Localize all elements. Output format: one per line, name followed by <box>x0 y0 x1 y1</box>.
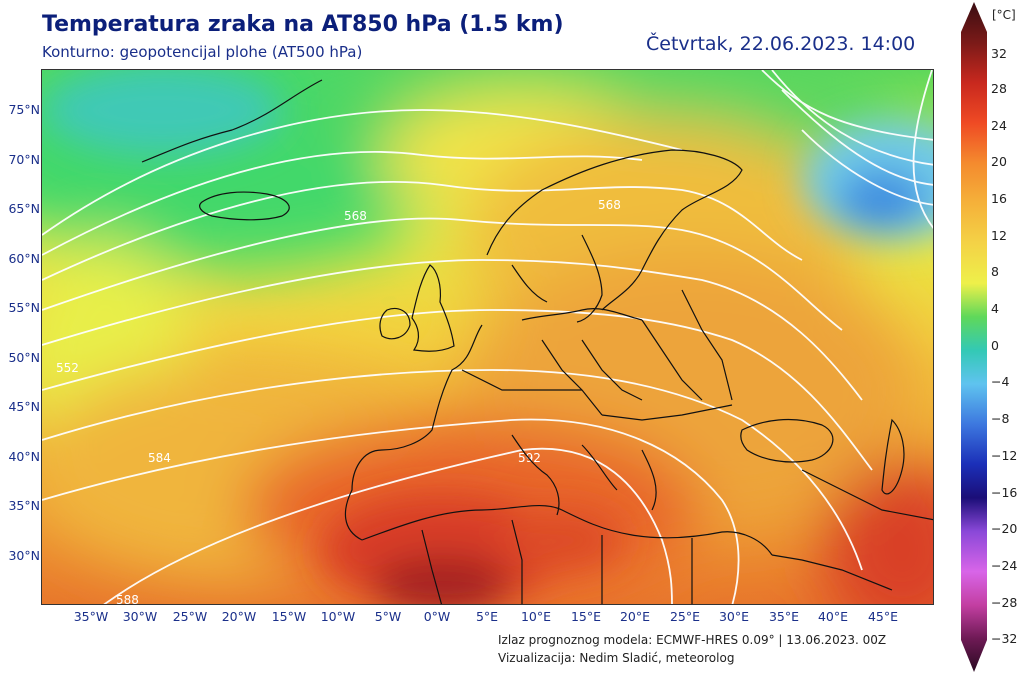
lon-label: 35°W <box>73 609 109 624</box>
lon-label: 15°E <box>570 609 602 624</box>
colorbar-tick: −8 <box>991 411 1010 426</box>
colorbar-tick: 12 <box>991 228 1007 243</box>
lat-label: 75°N <box>8 102 40 117</box>
lat-label: 35°N <box>8 498 40 513</box>
colorbar-tick: 4 <box>991 301 999 316</box>
lon-label: 5°E <box>475 609 499 624</box>
colorbar-tick: −32 <box>991 631 1018 646</box>
lon-label: 10°W <box>320 609 356 624</box>
lon-label: 35°E <box>768 609 800 624</box>
lon-label: 25°E <box>669 609 701 624</box>
lat-label: 50°N <box>8 350 40 365</box>
colorbar-tick: 32 <box>991 46 1007 61</box>
lon-label: 20°W <box>221 609 257 624</box>
lon-label: 40°E <box>817 609 849 624</box>
lon-label: 15°W <box>271 609 307 624</box>
colorbar-tick: 20 <box>991 154 1007 169</box>
lat-label: 65°N <box>8 201 40 216</box>
contour-label: 584 <box>148 451 171 465</box>
lon-label: 10°E <box>520 609 552 624</box>
forecast-datetime: Četvrtak, 22.06.2023. 14:00 <box>646 33 916 55</box>
lon-label: 45°E <box>867 609 899 624</box>
lat-label: 60°N <box>8 251 40 266</box>
colorbar-tick: −20 <box>991 521 1018 536</box>
contour-label: 568 <box>344 209 367 223</box>
contour-label: 588 <box>116 593 139 605</box>
temperature-colorbar <box>959 0 989 679</box>
map-subtitle: Konturno: geopotencijal plohe (AT500 hPa… <box>42 43 363 61</box>
colorbar-tick: −16 <box>991 485 1018 500</box>
lat-label: 30°N <box>8 548 40 563</box>
lat-label: 45°N <box>8 399 40 414</box>
colorbar-unit: [°C] <box>992 8 1016 22</box>
colorbar-tick: −24 <box>991 558 1018 573</box>
colorbar-tick: 24 <box>991 118 1007 133</box>
lon-label: 5°W <box>374 609 402 624</box>
colorbar-tick: 0 <box>991 338 999 353</box>
colorbar-tick: 28 <box>991 81 1007 96</box>
colorbar-tick: 16 <box>991 191 1007 206</box>
lon-label: 20°E <box>619 609 651 624</box>
contour-label: 592 <box>518 451 541 465</box>
lat-label: 40°N <box>8 449 40 464</box>
contour-label: 552 <box>56 361 79 375</box>
lon-label: 0°W <box>423 609 451 624</box>
visualization-credit: Vizualizacija: Nedim Sladić, meteorolog <box>498 651 735 665</box>
lat-label: 70°N <box>8 152 40 167</box>
lon-label: 30°W <box>122 609 158 624</box>
lon-label: 30°E <box>718 609 750 624</box>
colorbar-tick: −28 <box>991 595 1018 610</box>
map-title: Temperatura zraka na AT850 hPa (1.5 km) <box>42 12 564 37</box>
colorbar-tick: −4 <box>991 374 1010 389</box>
contour-label: 568 <box>598 198 621 212</box>
colorbar-tick: −12 <box>991 448 1018 463</box>
model-source-note: Izlaz prognoznog modela: ECMWF-HRES 0.09… <box>498 633 887 647</box>
lon-label: 25°W <box>172 609 208 624</box>
colorbar-tick: 8 <box>991 264 999 279</box>
lat-label: 55°N <box>8 300 40 315</box>
temperature-map: 568 568 552 584 592 588 <box>41 69 934 605</box>
